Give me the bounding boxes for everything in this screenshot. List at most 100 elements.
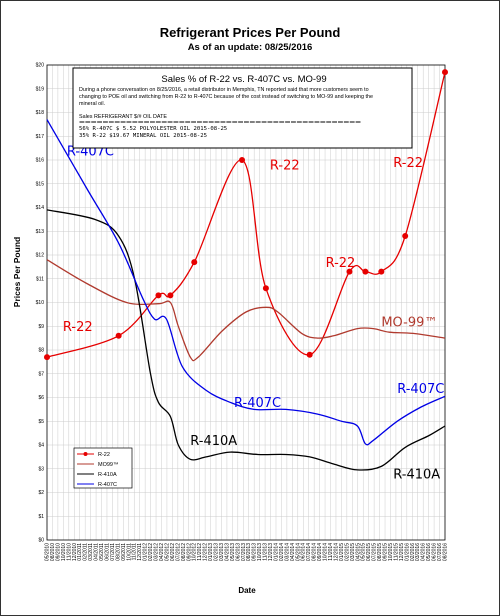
x-tick-label: 12/2010 bbox=[72, 543, 78, 561]
x-tick-label: 11/2012 bbox=[197, 543, 203, 561]
x-tick-label: 11/2011 bbox=[132, 543, 138, 561]
x-tick-label: 06/2012 bbox=[170, 543, 176, 561]
x-tick-label: 10/2014 bbox=[323, 543, 329, 561]
x-tick-label: 09/2015 bbox=[383, 543, 389, 561]
x-tick-label: 03/2011 bbox=[88, 543, 94, 561]
x-tick-label: 03/2015 bbox=[350, 543, 356, 561]
x-tick-label: 10/2013 bbox=[257, 543, 263, 561]
legend-label: R-410A bbox=[98, 472, 117, 478]
x-axis-label: Date bbox=[238, 586, 256, 595]
x-tick-label: 03/2012 bbox=[154, 543, 160, 561]
sales-note-box: Sales % of R-22 vs. R-407C vs. MO-99 Dur… bbox=[72, 67, 413, 149]
x-tick-label: 05/2014 bbox=[295, 543, 301, 561]
x-tick-label: 09/2011 bbox=[121, 543, 127, 561]
x-tick-label: 05/2011 bbox=[99, 543, 105, 561]
y-tick-label: $6 bbox=[38, 395, 44, 401]
x-tick-label: 12/2015 bbox=[399, 543, 405, 561]
x-tick-label: 09/2012 bbox=[186, 543, 192, 561]
data-point-r-22 bbox=[402, 233, 409, 239]
x-tick-label: 02/2013 bbox=[214, 543, 220, 561]
x-tick-label: 03/2013 bbox=[219, 543, 225, 561]
x-tick-label: 06/2016 bbox=[432, 543, 438, 561]
series-annotation: R-22 bbox=[63, 320, 93, 335]
x-tick-label: 05/2012 bbox=[164, 543, 170, 561]
series-annotation: R-22 bbox=[270, 159, 300, 174]
series-annotation: R-410A bbox=[393, 467, 440, 482]
y-tick-label: $8 bbox=[38, 348, 44, 354]
y-tick-label: $18 bbox=[36, 110, 45, 116]
x-tick-label: 04/2016 bbox=[421, 543, 427, 561]
x-tick-label: 07/2014 bbox=[306, 543, 312, 561]
x-tick-label: 08/2011 bbox=[115, 543, 121, 561]
x-tick-label: 04/2013 bbox=[224, 543, 230, 561]
x-tick-label: 05/2013 bbox=[230, 543, 236, 561]
note-heading: Sales % of R-22 vs. R-407C vs. MO-99 bbox=[161, 74, 326, 85]
series-group bbox=[44, 69, 448, 471]
x-tick-label: 06/2015 bbox=[366, 543, 372, 561]
x-tick-label: 06/2013 bbox=[235, 543, 241, 561]
y-axis-ticks: $0 $1 $2 $3 $4 $5 $6 $7 $8 $9 $10 $11 $12 $13 $14 $15 $1… bbox=[36, 63, 45, 544]
x-tick-label: 10/2010 bbox=[61, 543, 67, 561]
x-tick-label: 03/2014 bbox=[284, 543, 290, 561]
x-tick-label: 04/2014 bbox=[290, 543, 296, 561]
x-tick-label: 09/2010 bbox=[55, 543, 61, 561]
y-tick-label: $9 bbox=[38, 324, 44, 330]
note-line-1: During a phone conversation on 8/25/2016… bbox=[79, 87, 369, 93]
legend: R-22 MO99™ R-410A R-407C bbox=[73, 447, 133, 489]
x-tick-label: 02/2011 bbox=[83, 543, 89, 561]
note-line-2: changing to POE oil and switching from R… bbox=[79, 94, 373, 100]
x-tick-label: 10/2011 bbox=[126, 543, 132, 561]
x-tick-label: 07/2013 bbox=[241, 543, 247, 561]
y-tick-label: $0 bbox=[38, 538, 44, 544]
x-tick-label: 02/2016 bbox=[410, 543, 416, 561]
y-tick-label: $16 bbox=[36, 158, 45, 164]
y-tick-label: $13 bbox=[36, 229, 45, 235]
x-tick-label: 08/2013 bbox=[246, 543, 252, 561]
data-point-r-22 bbox=[44, 354, 50, 361]
x-tick-label: 02/2014 bbox=[279, 543, 285, 561]
x-tick-label: 11/2013 bbox=[263, 543, 269, 561]
x-tick-label: 07/2012 bbox=[175, 543, 181, 561]
plot-area-border bbox=[46, 64, 446, 541]
note-table-header: Sales REFRIGERANT $/# OIL DATE bbox=[79, 114, 167, 120]
note-row-2: 35% R-22 $19.67 MINERAL OIL 2015-08-25 bbox=[79, 133, 207, 139]
series-annotation: R-407C bbox=[397, 382, 444, 397]
x-tick-label: 10/2012 bbox=[192, 543, 198, 561]
y-tick-label: $19 bbox=[36, 86, 45, 92]
series-annotation: R-22 bbox=[326, 256, 356, 271]
series-annotation: MO-99™ bbox=[381, 315, 437, 330]
x-tick-label: 07/2015 bbox=[372, 543, 378, 561]
x-tick-label: 10/2015 bbox=[388, 543, 394, 561]
x-tick-label: 08/2012 bbox=[181, 543, 187, 561]
y-tick-label: $7 bbox=[38, 371, 44, 377]
series-line-r-407c bbox=[46, 119, 446, 446]
x-tick-label: 03/2016 bbox=[415, 543, 421, 561]
data-point-r-22 bbox=[239, 157, 246, 163]
note-box-frame bbox=[72, 67, 413, 149]
x-tick-label: 01/2014 bbox=[273, 543, 279, 561]
y-tick-label: $15 bbox=[36, 181, 45, 187]
x-tick-label: 02/2015 bbox=[344, 543, 350, 561]
x-tick-label: 12/2012 bbox=[203, 543, 209, 561]
x-tick-label: 04/2015 bbox=[355, 543, 361, 561]
y-tick-label: $5 bbox=[38, 419, 44, 425]
x-tick-label: 05/2015 bbox=[361, 543, 367, 561]
y-tick-label: $1 bbox=[38, 514, 44, 520]
note-row-1: 56% R-407C $ 5.52 POLYOLESTER OIL 2015-0… bbox=[79, 126, 227, 132]
y-tick-label: $4 bbox=[38, 443, 44, 449]
chart-subtitle: As of an update: 08/25/2016 bbox=[188, 42, 313, 53]
x-tick-label: 01/2013 bbox=[208, 543, 214, 561]
data-point-r-22 bbox=[155, 292, 162, 299]
series-annotation: R-22 bbox=[393, 156, 423, 171]
x-tick-label: 11/2010 bbox=[66, 543, 72, 561]
legend-label: R-407C bbox=[98, 482, 117, 488]
x-tick-label: 02/2012 bbox=[148, 543, 154, 561]
x-tick-label: 05/2016 bbox=[426, 543, 432, 561]
data-point-r-22 bbox=[378, 268, 385, 275]
y-tick-label: $3 bbox=[38, 466, 44, 472]
x-tick-label: 09/2014 bbox=[317, 543, 323, 561]
data-point-r-22 bbox=[262, 285, 269, 292]
y-tick-label: $12 bbox=[36, 253, 45, 259]
x-tick-label: 07/2016 bbox=[437, 543, 443, 561]
